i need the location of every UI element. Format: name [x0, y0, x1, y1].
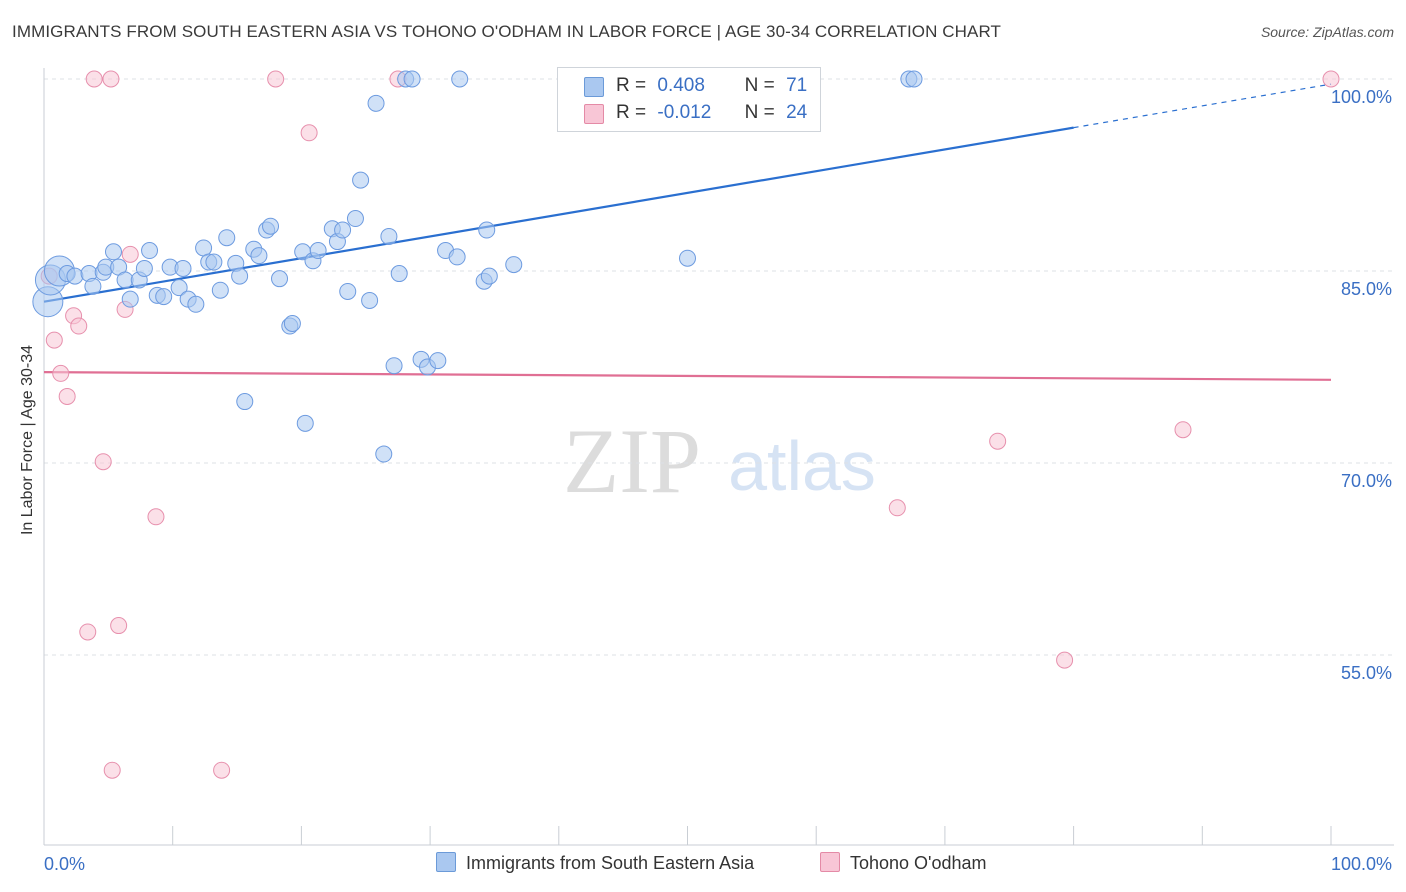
- point-sea: [104, 243, 122, 261]
- point-sea: [296, 414, 314, 432]
- y-tick-label: 70.0%: [1341, 471, 1392, 491]
- point-sea: [905, 70, 923, 88]
- point-tohono: [103, 761, 121, 779]
- y-axis-title: In Labor Force | Age 30-34: [19, 344, 36, 536]
- point-sea: [361, 291, 379, 309]
- point-sea: [135, 259, 153, 277]
- point-tohono: [300, 124, 318, 142]
- y-tick-label: 85.0%: [1341, 279, 1392, 299]
- point-sea: [478, 221, 496, 239]
- point-tohono: [110, 617, 128, 635]
- y-tick-label: 55.0%: [1341, 663, 1392, 683]
- source-credit: Source: ZipAtlas.com: [1260, 24, 1394, 40]
- point-sea: [271, 270, 289, 288]
- bottom-legend-swatch-sea: [436, 852, 456, 872]
- point-sea: [385, 357, 403, 375]
- point-sea: [250, 247, 268, 265]
- point-sea: [236, 393, 254, 411]
- point-tohono: [58, 387, 76, 405]
- legend-n-label: N =: [744, 75, 775, 96]
- y-axis-title-wrap: In Labor Force | Age 30-34: [16, 300, 40, 580]
- point-sea: [141, 242, 159, 260]
- legend-r-value-sea: 0.408: [657, 75, 705, 96]
- trend-line-sea-extension: [1073, 83, 1332, 129]
- point-tohono: [85, 70, 103, 88]
- point-sea: [211, 281, 229, 299]
- x-tick-label-min: 0.0%: [44, 854, 85, 874]
- legend-r-label: R =: [616, 102, 647, 123]
- point-sea: [205, 253, 223, 271]
- point-sea: [174, 259, 192, 277]
- point-tohono: [1056, 651, 1074, 669]
- point-sea: [480, 267, 498, 285]
- legend-n-value-sea: 71: [786, 75, 808, 96]
- point-tohono: [52, 364, 70, 382]
- point-tohono: [45, 331, 63, 349]
- point-tohono: [1174, 421, 1192, 439]
- point-sea: [283, 314, 301, 332]
- correlation-legend: R = 0.408 N = 71 R = -0.012 N = 24: [557, 67, 821, 132]
- point-sea: [352, 171, 370, 189]
- trend-line-sea: [43, 126, 1074, 303]
- legend-r-label: R =: [616, 75, 647, 96]
- x-tick-label-max: 100.0%: [1331, 854, 1392, 874]
- legend-n-value-tohono: 24: [786, 102, 808, 123]
- point-sea: [429, 352, 447, 370]
- point-tohono: [79, 623, 97, 641]
- point-sea: [346, 210, 364, 228]
- point-tohono: [1322, 70, 1340, 88]
- point-sea: [334, 221, 352, 239]
- point-sea: [375, 445, 393, 463]
- watermark-zip: ZIP: [563, 410, 701, 512]
- point-sea: [448, 248, 466, 266]
- trend-lines: [43, 83, 1332, 381]
- point-sea: [66, 267, 84, 285]
- y-tick-label: 100.0%: [1331, 87, 1392, 107]
- bottom-legend-label-sea: Immigrants from South Eastern Asia: [466, 853, 755, 873]
- point-tohono: [70, 317, 88, 335]
- point-sea: [262, 217, 280, 235]
- tick-labels: 55.0% 70.0% 85.0% 100.0% 0.0% 100.0%: [44, 87, 1392, 874]
- legend-swatch-sea: [584, 77, 604, 97]
- point-sea: [679, 249, 696, 267]
- point-sea: [155, 288, 173, 306]
- legend-r-value-tohono: -0.012: [657, 102, 712, 123]
- point-sea: [116, 271, 134, 289]
- point-tohono: [989, 432, 1007, 450]
- point-sea: [505, 256, 523, 274]
- point-tohono: [147, 508, 165, 526]
- point-sea: [380, 227, 398, 245]
- point-sea: [403, 70, 421, 88]
- chart-title: IMMIGRANTS FROM SOUTH EASTERN ASIA VS TO…: [12, 22, 1002, 41]
- bottom-legend-label-tohono: Tohono O'odham: [850, 853, 987, 873]
- point-sea: [309, 242, 327, 260]
- point-sea: [218, 229, 236, 247]
- point-tohono: [267, 70, 285, 88]
- point-tohono: [213, 761, 231, 779]
- point-sea: [390, 265, 408, 283]
- point-sea: [170, 279, 188, 297]
- legend-n-label: N =: [744, 102, 775, 123]
- grid: [44, 78, 1394, 656]
- point-sea: [231, 267, 249, 285]
- point-sea: [339, 282, 357, 300]
- trend-line-tohono: [43, 371, 1332, 381]
- axes: [43, 68, 1394, 846]
- point-sea: [121, 290, 139, 308]
- point-sea: [187, 295, 205, 313]
- point-sea: [367, 94, 385, 112]
- point-tohono: [121, 245, 139, 263]
- point-tohono: [888, 499, 906, 517]
- bottom-legend-sea: Immigrants from South Eastern Asia: [436, 852, 754, 874]
- bottom-legend-swatch-tohono: [820, 852, 840, 872]
- point-sea: [451, 70, 469, 88]
- point-tohono: [102, 70, 120, 88]
- point-sea: [84, 277, 102, 295]
- legend-swatch-tohono: [584, 104, 604, 124]
- watermark-atlas: atlas: [728, 427, 876, 505]
- bottom-legend-tohono: Tohono O'odham: [820, 852, 987, 874]
- series-sea-points: [32, 70, 923, 463]
- point-tohono: [94, 453, 112, 471]
